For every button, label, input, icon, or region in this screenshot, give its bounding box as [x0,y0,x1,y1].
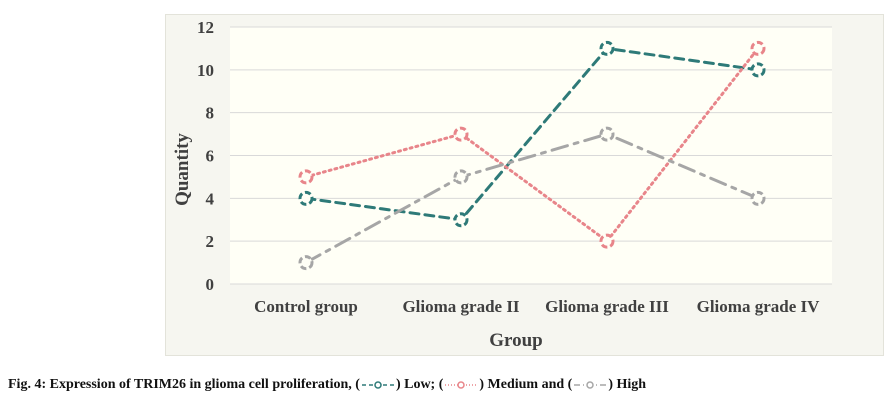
series-line-low [304,46,760,222]
y-axis-title: Quantity [172,133,193,206]
data-point-medium [298,169,314,185]
caption-medium-label: ) Medium and ( [479,377,573,392]
series-lines [304,46,760,265]
data-point-low [298,190,314,206]
series-line-medium [304,46,760,244]
legend-swatch-medium [445,381,478,389]
caption-prefix: Fig. 4: Expression of TRIM26 in glioma c… [8,377,360,392]
x-tick-label: Glioma grade IV [697,297,820,316]
legend-swatch-low [361,381,394,389]
y-tick-label: 2 [206,232,215,251]
y-tick-label: 4 [206,189,215,208]
y-tick-label: 12 [197,18,214,37]
x-tick-label: Control group [254,297,358,316]
y-tick-label: 6 [206,147,215,166]
caption-low-label: ) Low; ( [395,377,444,392]
legend-swatch-high [574,381,607,389]
data-point-high [298,255,314,271]
gridlines [230,26,832,285]
x-tick-label: Glioma grade II [402,297,519,316]
data-point-low [599,40,615,56]
x-axis-title: Group [489,330,543,351]
data-point-high [750,190,766,206]
x-axis-ticks: Control group Glioma grade II Glioma grade… [254,297,820,316]
chart-panel: 0 2 4 6 8 10 12 Control group Glioma grade II Gl… [165,14,884,356]
data-point-medium [453,126,469,142]
data-point-low [453,212,469,228]
y-tick-label: 10 [197,61,214,80]
y-axis-ticks: 0 2 4 6 8 10 12 [197,18,215,294]
caption-high-label: ) High [608,377,647,392]
line-chart: 0 2 4 6 8 10 12 Control group Glioma grade II Gl… [172,18,832,351]
y-tick-label: 8 [206,104,215,123]
figure-caption: Fig. 4: Expression of TRIM26 in glioma c… [8,377,646,393]
y-tick-label: 0 [206,275,215,294]
data-point-high [453,169,469,185]
series-markers [298,40,766,271]
data-point-high [599,126,615,142]
data-point-low [750,62,766,78]
series-line-high [304,132,760,265]
data-point-medium [599,233,615,249]
x-tick-label: Glioma grade III [545,297,669,316]
data-point-medium [750,40,766,56]
